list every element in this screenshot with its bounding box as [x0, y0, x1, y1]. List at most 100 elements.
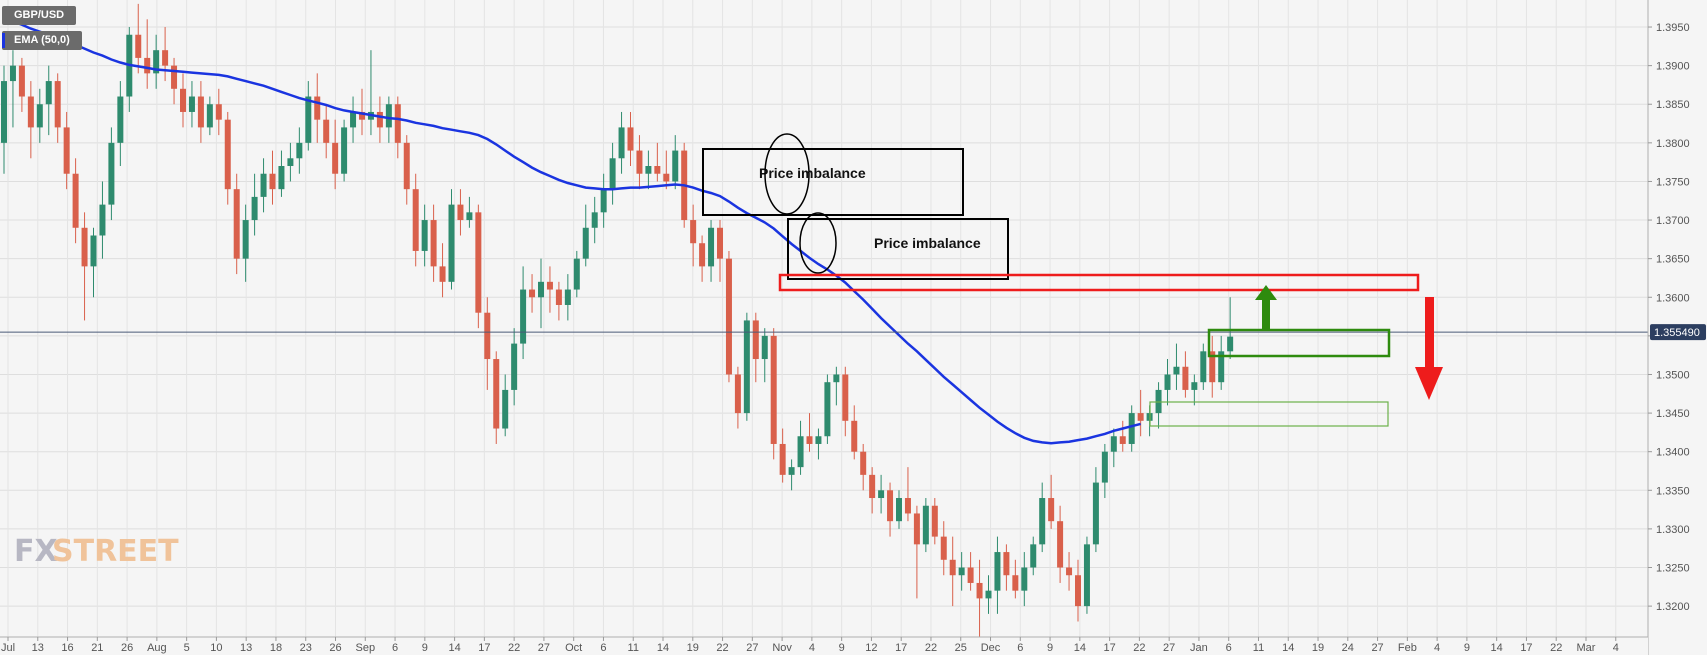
candle-body	[90, 235, 97, 267]
candle-body	[654, 166, 661, 174]
candle	[878, 474, 885, 514]
candle-body	[806, 436, 813, 444]
candle-body	[824, 382, 831, 437]
imbalance-ellipse-1	[764, 133, 810, 215]
x-tick-label: Nov	[772, 642, 792, 654]
candle-body	[385, 104, 392, 128]
candle-body	[305, 96, 312, 143]
candle-body	[511, 343, 518, 390]
candle	[1209, 335, 1216, 398]
x-tick-label: 9	[1464, 642, 1470, 654]
zone-annotations: Price imbalance Price imbalance	[702, 133, 1443, 427]
candle-body	[1057, 521, 1064, 568]
candle-body	[224, 119, 231, 190]
candle-body	[779, 443, 786, 475]
candle	[725, 250, 732, 383]
candle-body	[403, 142, 410, 190]
x-tick-label: 14	[1282, 642, 1294, 654]
plot-area	[0, 0, 1648, 637]
x-axis-bg	[0, 637, 1648, 655]
y-tick-label: 1.3200	[1656, 601, 1690, 613]
candle-body	[582, 227, 589, 259]
x-tick-label: 6	[600, 642, 606, 654]
candle	[180, 73, 186, 128]
candle-body	[976, 582, 983, 599]
candle	[931, 498, 938, 545]
candle	[1182, 351, 1189, 398]
x-tick-label: 17	[895, 642, 907, 654]
x-tick-label: 27	[1371, 642, 1383, 654]
candle	[1092, 467, 1099, 553]
candle-body	[1039, 498, 1046, 545]
candle	[439, 243, 446, 298]
candle	[1030, 536, 1037, 576]
candle	[99, 181, 106, 259]
candle	[788, 459, 795, 491]
candle	[618, 111, 625, 174]
candle	[761, 328, 768, 383]
candle-body	[591, 212, 598, 228]
candle-body	[743, 320, 750, 414]
x-tick-label: 12	[865, 642, 877, 654]
candle	[72, 158, 79, 244]
candle	[538, 258, 544, 329]
watermark-street: STREET	[52, 534, 179, 569]
candle-body	[717, 227, 723, 259]
candle	[806, 413, 813, 452]
candle	[269, 150, 276, 205]
candle	[412, 173, 419, 267]
candle-body	[815, 436, 822, 444]
candle-body	[958, 567, 965, 576]
candle	[887, 482, 894, 537]
candle-body	[985, 590, 992, 599]
candle	[609, 142, 616, 205]
red-resistance-zone	[778, 273, 1420, 292]
candle-body	[529, 289, 536, 298]
candle-body	[842, 374, 849, 421]
candle-body	[600, 189, 607, 213]
candle	[1075, 559, 1081, 622]
x-tick-label: 25	[955, 642, 967, 654]
green-support-zone	[1207, 328, 1391, 358]
x-tick-label: 4	[809, 642, 815, 654]
candle	[457, 189, 464, 236]
candle-body	[269, 173, 276, 190]
candle-body	[1012, 575, 1019, 591]
candle-body	[215, 104, 222, 120]
candle-body	[520, 289, 527, 344]
candle	[314, 73, 321, 143]
candle	[555, 281, 562, 321]
imbalance-box-1	[702, 148, 964, 216]
candle-body	[1083, 544, 1090, 607]
candle-body	[887, 490, 894, 522]
candle-body	[9, 65, 16, 82]
x-tick-label: Aug	[147, 642, 167, 654]
candle	[573, 250, 580, 298]
candle-body	[439, 266, 446, 282]
candle-body	[332, 142, 339, 174]
candle	[645, 150, 652, 190]
candle-body	[878, 490, 885, 499]
candle-body	[931, 505, 938, 537]
candle-body	[287, 158, 294, 167]
candle-body	[162, 50, 169, 66]
x-tick-label: 9	[422, 642, 428, 654]
candle-body	[1075, 575, 1081, 607]
candle	[341, 119, 348, 182]
candle	[403, 135, 410, 205]
candle	[242, 204, 249, 282]
x-tick-label: 24	[1342, 642, 1354, 654]
candle-body	[708, 227, 715, 267]
candle-body	[180, 88, 186, 112]
imbalance-label-2: Price imbalance	[874, 235, 981, 251]
candle-body	[466, 212, 473, 221]
gridlines	[0, 0, 1648, 637]
candle-body	[1110, 436, 1117, 452]
candle-body	[940, 536, 947, 560]
candle	[1164, 359, 1171, 406]
x-tick-label: 11	[1253, 642, 1264, 654]
candle-body	[770, 335, 777, 444]
candle	[752, 312, 759, 383]
candle-body	[314, 96, 321, 120]
indicator-label: EMA (50,0)	[2, 31, 82, 50]
